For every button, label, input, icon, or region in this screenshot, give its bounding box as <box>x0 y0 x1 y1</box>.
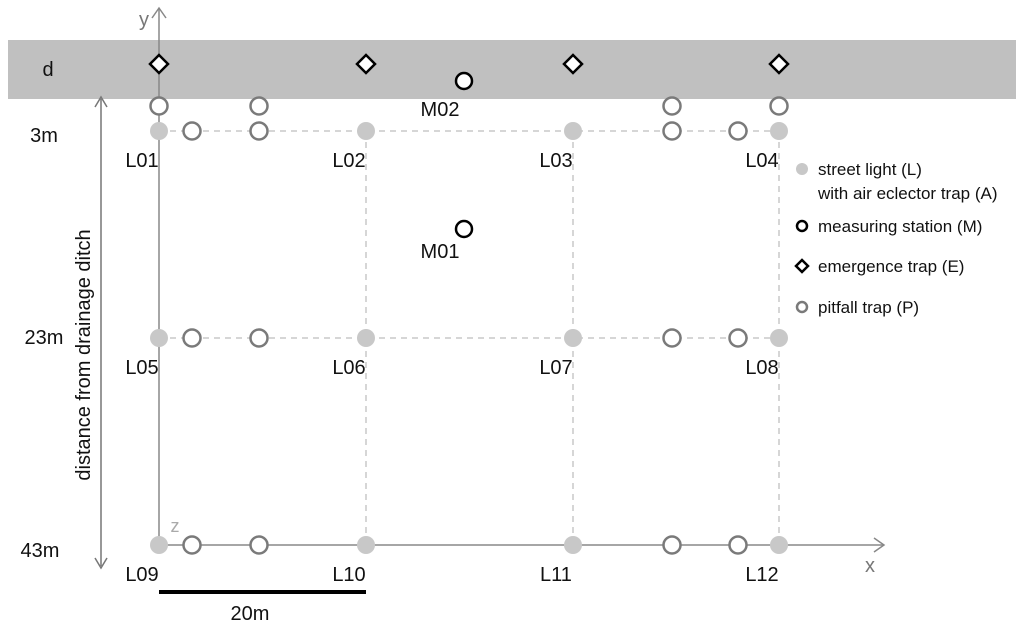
legend-measuring-station-icon <box>795 219 809 233</box>
z-axis-label: z <box>171 516 180 536</box>
street-light-label: L01 <box>125 150 158 172</box>
legend-label: emergence trap (E) <box>818 257 964 276</box>
pitfall-trap-icon <box>182 535 202 555</box>
row-label-23m: 23m <box>25 327 64 349</box>
street-light-l08 <box>770 329 788 347</box>
y-axis-label: y <box>139 9 149 31</box>
measuring-station-m02 <box>454 71 474 91</box>
distance-axis-label: distance from drainage ditch <box>73 229 95 480</box>
street-light-l03 <box>564 122 582 140</box>
street-light-label: L03 <box>539 150 572 172</box>
legend-emergence-trap-icon <box>794 258 810 274</box>
pitfall-trap-icon <box>728 535 748 555</box>
legend: street light (L) with air eclector trap (… <box>794 160 998 317</box>
distance-arrow-head-bottom <box>94 557 108 570</box>
pitfall-trap-icon <box>769 96 789 116</box>
street-light-l05 <box>150 329 168 347</box>
pitfall-trap-icon <box>182 121 202 141</box>
pitfall-trap-icon <box>662 96 682 116</box>
pitfall-trap-icon <box>249 328 269 348</box>
emergence-trap-icon <box>355 53 377 75</box>
street-light-label: L07 <box>539 357 572 379</box>
legend-label: street light (L) <box>818 160 922 179</box>
pitfall-trap-icon <box>249 96 269 116</box>
pitfall-trap-icon <box>182 328 202 348</box>
street-light-l09 <box>150 536 168 554</box>
measuring-station-label: M01 <box>421 241 460 263</box>
street-light-label: L08 <box>745 357 778 379</box>
drainage-ditch-band <box>8 40 1016 99</box>
pitfall-trap-icon <box>149 96 169 116</box>
pitfall-trap-icon <box>662 121 682 141</box>
street-light-l04 <box>770 122 788 140</box>
legend-label: pitfall trap (P) <box>818 298 919 317</box>
legend-label: measuring station (M) <box>818 217 982 236</box>
ditch-label: d <box>42 59 53 81</box>
pitfall-trap-icon <box>662 535 682 555</box>
street-light-l06 <box>357 329 375 347</box>
pitfall-trap-icon <box>249 535 269 555</box>
x-axis-arrowhead <box>873 537 886 553</box>
street-light-label: L06 <box>332 357 365 379</box>
street-light-label: L02 <box>332 150 365 172</box>
legend-pitfall-trap-icon <box>795 300 809 314</box>
emergence-trap-icon <box>148 53 170 75</box>
marker-labels: L01 L02 L03 L04 L05 L06 L07 L08 L09 L10 L11 L12 M01 M… <box>125 99 778 586</box>
street-light-label: L11 <box>540 564 572 586</box>
row-label-43m: 43m <box>21 540 60 562</box>
pitfall-trap-icon <box>728 328 748 348</box>
measuring-station-label: M02 <box>421 99 460 121</box>
street-light-l01 <box>150 122 168 140</box>
measuring-station-m01 <box>454 219 474 239</box>
street-light-label: L10 <box>332 564 365 586</box>
pitfall-trap-icon <box>662 328 682 348</box>
emergence-trap-icon <box>768 53 790 75</box>
street-light-label: L04 <box>745 150 778 172</box>
distance-arrow-head-top <box>94 95 108 108</box>
street-light-label: L09 <box>125 564 158 586</box>
scale-bar-label: 20m <box>231 603 270 625</box>
legend-label: with air eclector trap (A) <box>817 184 998 203</box>
row-label-3m: 3m <box>30 125 58 147</box>
street-light-label: L05 <box>125 357 158 379</box>
y-axis-arrowhead <box>151 6 167 19</box>
street-light-l10 <box>357 536 375 554</box>
trap-markers <box>148 53 790 555</box>
pitfall-trap-icon <box>728 121 748 141</box>
emergence-trap-icon <box>562 53 584 75</box>
street-light-label: L12 <box>745 564 778 586</box>
pitfall-trap-icon <box>249 121 269 141</box>
street-light-l07 <box>564 329 582 347</box>
x-axis-label: x <box>865 555 875 577</box>
street-light-l02 <box>357 122 375 140</box>
street-light-l11 <box>564 536 582 554</box>
legend-street-light-icon <box>796 163 808 175</box>
street-light-l12 <box>770 536 788 554</box>
